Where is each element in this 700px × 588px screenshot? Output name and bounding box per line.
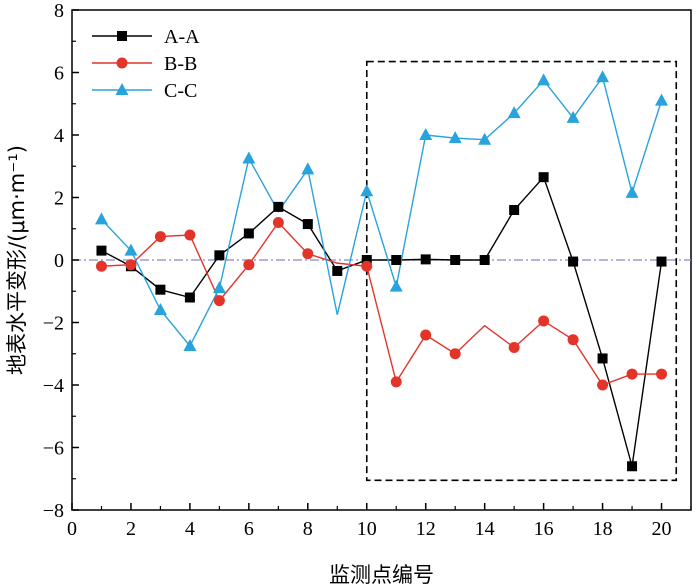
axis-ticks: 0 2 4 6 8 10 12 14 16 18 20 −8 −6 −4 −2 0 2 4 6 8 <box>43 0 692 540</box>
x-tick-label: 8 <box>303 518 313 540</box>
data-point-a-a <box>656 256 667 267</box>
x-tick-label: 14 <box>475 518 495 540</box>
data-point-b-b <box>302 248 314 260</box>
series-a-a <box>101 175 663 467</box>
series-layer <box>94 70 669 472</box>
data-point-a-a <box>243 228 254 239</box>
data-point-a-a <box>597 353 608 364</box>
data-point-c-c <box>655 93 669 106</box>
x-tick-label: 6 <box>244 518 254 540</box>
y-tick-label: −6 <box>43 438 64 460</box>
data-point-a-a <box>361 255 372 265</box>
data-point-b-b <box>95 260 107 272</box>
data-point-b-b <box>184 229 196 241</box>
data-point-c-c <box>507 106 521 119</box>
data-point-a-a <box>538 172 549 183</box>
x-tick-label: 4 <box>185 518 195 540</box>
data-point-a-a <box>155 284 166 295</box>
highlight-box <box>365 60 678 482</box>
data-point-b-b <box>154 231 166 243</box>
legend-marker <box>115 83 129 95</box>
data-point-b-b <box>420 329 432 341</box>
data-point-a-a <box>627 461 638 472</box>
series-b-b <box>101 221 662 386</box>
data-point-c-c <box>360 184 374 197</box>
data-point-b-b <box>390 376 402 388</box>
data-point-c-c <box>153 303 167 315</box>
x-tick-label: 18 <box>593 518 613 540</box>
y-tick-label: 2 <box>54 188 64 210</box>
data-point-a-a <box>214 250 225 261</box>
y-tick-label: −4 <box>43 375 64 397</box>
y-tick-label: 6 <box>54 63 64 85</box>
data-point-c-c <box>419 128 433 140</box>
series-markers-b-b <box>95 217 668 391</box>
x-tick-label: 20 <box>652 518 672 540</box>
data-point-b-b <box>361 260 373 272</box>
data-point-c-c <box>94 212 108 225</box>
series-line-b-b <box>101 221 662 386</box>
data-point-a-a <box>509 205 520 215</box>
series-markers-a-a <box>96 172 667 472</box>
data-point-a-a <box>479 255 490 265</box>
data-point-c-c <box>212 281 226 294</box>
data-point-a-a <box>332 265 343 276</box>
data-point-b-b <box>656 368 668 380</box>
data-point-b-b <box>272 217 284 228</box>
data-point-c-c <box>537 73 551 86</box>
x-axis-title: 监测点编号 <box>329 563 434 587</box>
series-line-c-c <box>100 75 663 348</box>
legend-marker <box>117 31 127 41</box>
data-point-b-b <box>597 379 609 391</box>
data-point-a-a <box>184 292 195 303</box>
x-tick-label: 2 <box>126 518 136 540</box>
data-point-c-c <box>566 110 580 123</box>
data-point-a-a <box>273 201 284 212</box>
data-point-c-c <box>596 70 610 83</box>
y-axis-title: 地表水平变形/(μm·m⁻¹) <box>5 145 29 375</box>
data-point-c-c <box>625 185 639 198</box>
data-point-c-c <box>448 131 462 144</box>
data-point-b-b <box>243 259 255 271</box>
series-c-c <box>100 75 663 348</box>
x-tick-label: 10 <box>357 518 377 540</box>
data-point-a-a <box>302 219 313 230</box>
series-markers-c-c <box>94 70 669 351</box>
data-point-b-b <box>213 295 225 307</box>
y-tick-label: 0 <box>54 250 64 272</box>
data-point-a-a <box>96 245 107 256</box>
data-point-a-a <box>420 254 431 265</box>
data-point-c-c <box>389 279 403 292</box>
data-point-b-b <box>125 259 137 271</box>
data-point-c-c <box>183 338 197 351</box>
data-point-c-c <box>124 243 138 256</box>
y-tick-label: 4 <box>54 125 64 147</box>
data-point-a-a <box>391 255 402 265</box>
data-point-c-c <box>242 151 256 164</box>
legend-marker <box>116 57 128 69</box>
legend: A-A B-B C-C <box>92 26 200 102</box>
data-point-b-b <box>567 334 579 346</box>
y-tick-label: 8 <box>54 0 64 22</box>
legend-label: A-A <box>164 26 200 48</box>
data-point-b-b <box>538 315 550 327</box>
data-point-b-b <box>449 348 461 360</box>
y-tick-label: −2 <box>43 313 64 335</box>
data-point-a-a <box>568 256 579 267</box>
series-line-a-a <box>101 175 663 467</box>
legend-label: B-B <box>164 53 197 75</box>
data-point-c-c <box>478 132 492 145</box>
data-point-c-c <box>301 162 315 175</box>
y-tick-label: −8 <box>43 500 64 522</box>
x-tick-label: 12 <box>416 518 436 540</box>
highlight-box-layer <box>365 60 678 482</box>
x-tick-label: 0 <box>67 518 77 540</box>
data-point-a-a <box>450 255 461 265</box>
legend-label: C-C <box>164 80 197 102</box>
data-point-b-b <box>626 368 638 380</box>
data-point-b-b <box>508 342 520 353</box>
x-tick-label: 16 <box>534 518 554 540</box>
